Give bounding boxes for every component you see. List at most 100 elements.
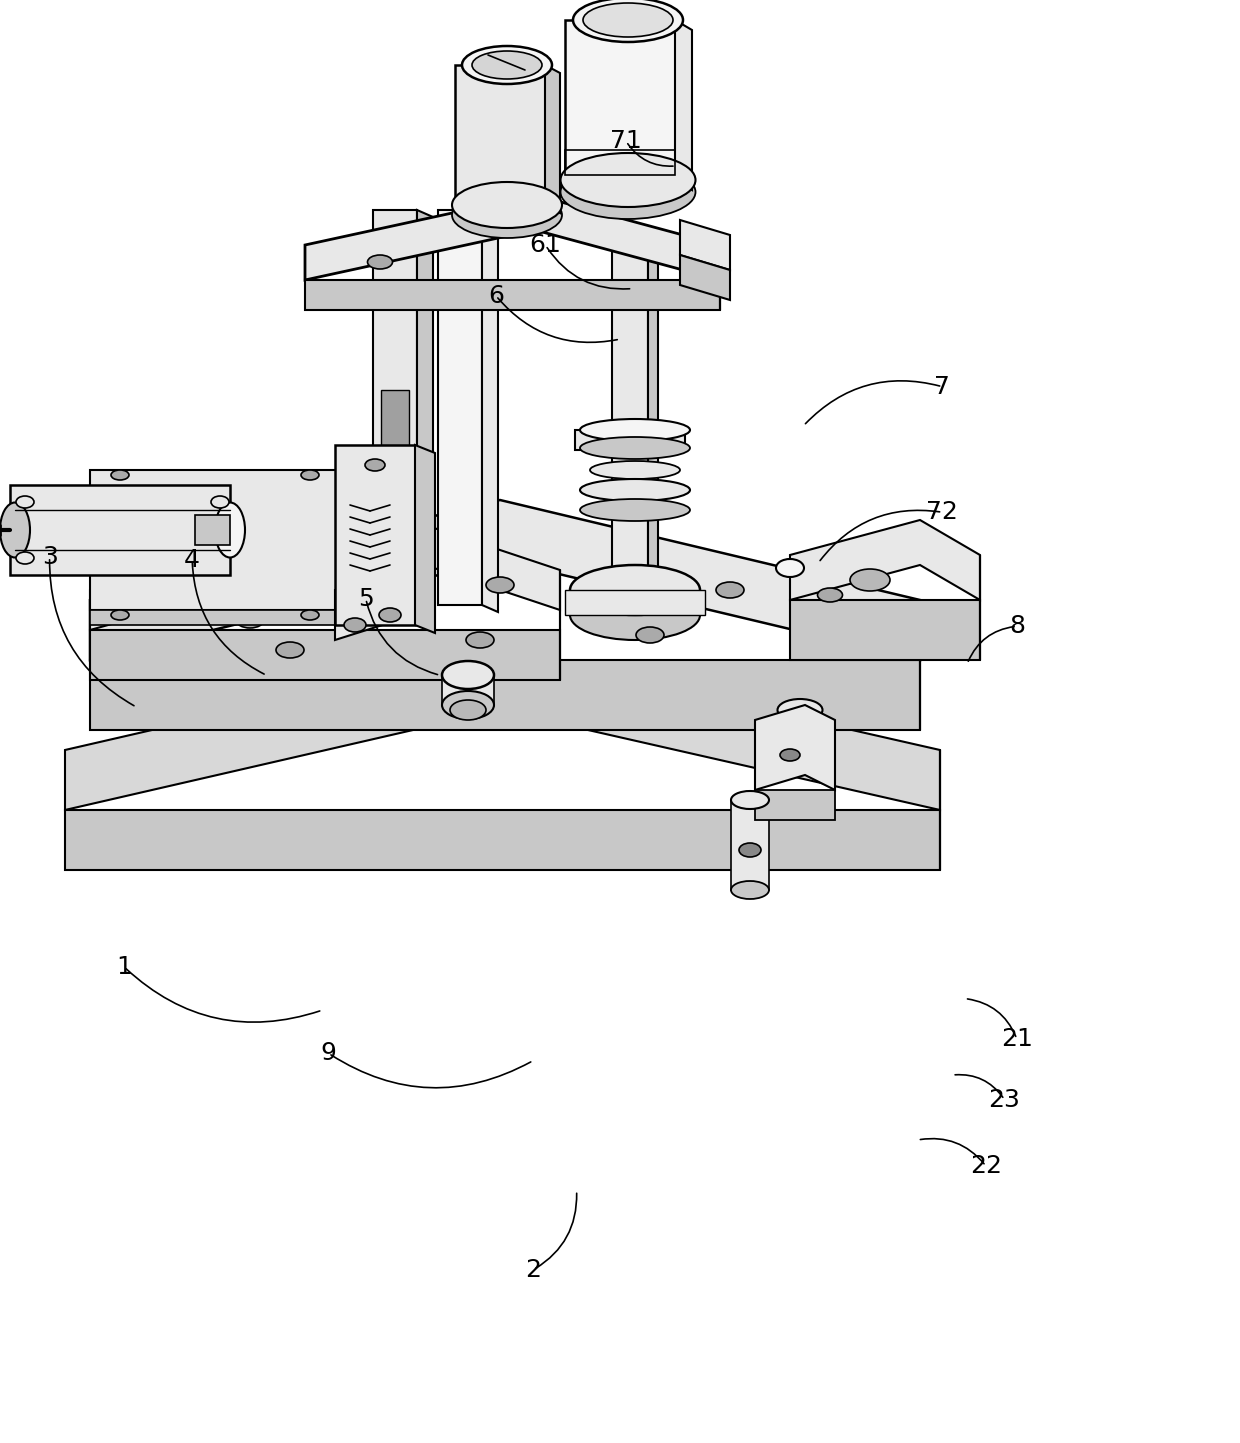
Ellipse shape bbox=[580, 418, 689, 442]
Ellipse shape bbox=[441, 661, 494, 688]
Ellipse shape bbox=[453, 182, 562, 228]
Polygon shape bbox=[417, 211, 433, 612]
Polygon shape bbox=[335, 444, 415, 625]
Ellipse shape bbox=[732, 882, 769, 899]
Ellipse shape bbox=[236, 612, 264, 628]
Ellipse shape bbox=[732, 791, 769, 810]
Ellipse shape bbox=[16, 496, 33, 508]
Polygon shape bbox=[482, 211, 498, 612]
Ellipse shape bbox=[450, 700, 486, 720]
Text: 7: 7 bbox=[935, 375, 950, 398]
Ellipse shape bbox=[580, 479, 689, 501]
Polygon shape bbox=[91, 610, 340, 625]
Ellipse shape bbox=[453, 192, 562, 238]
Polygon shape bbox=[777, 710, 822, 760]
Ellipse shape bbox=[587, 571, 614, 587]
Ellipse shape bbox=[777, 749, 822, 771]
Polygon shape bbox=[755, 706, 835, 789]
Ellipse shape bbox=[356, 592, 384, 608]
Ellipse shape bbox=[486, 577, 515, 593]
Ellipse shape bbox=[849, 569, 890, 592]
Ellipse shape bbox=[583, 3, 673, 38]
Ellipse shape bbox=[739, 843, 761, 857]
Ellipse shape bbox=[560, 165, 696, 219]
Polygon shape bbox=[415, 444, 435, 633]
Polygon shape bbox=[373, 211, 417, 605]
Text: 4: 4 bbox=[185, 548, 200, 571]
Text: 5: 5 bbox=[358, 587, 373, 610]
Text: 21: 21 bbox=[1001, 1027, 1033, 1051]
Ellipse shape bbox=[343, 618, 366, 632]
Text: 6: 6 bbox=[489, 284, 503, 307]
Polygon shape bbox=[305, 280, 720, 310]
Polygon shape bbox=[575, 430, 684, 450]
Ellipse shape bbox=[573, 0, 683, 42]
Ellipse shape bbox=[636, 628, 663, 644]
Text: 71: 71 bbox=[610, 130, 642, 153]
Text: 1: 1 bbox=[117, 955, 131, 978]
Text: 22: 22 bbox=[970, 1154, 1002, 1177]
Polygon shape bbox=[91, 659, 920, 730]
Polygon shape bbox=[91, 470, 370, 610]
Polygon shape bbox=[613, 240, 649, 620]
Ellipse shape bbox=[780, 749, 800, 760]
Polygon shape bbox=[64, 810, 940, 870]
Ellipse shape bbox=[580, 437, 689, 459]
Ellipse shape bbox=[112, 610, 129, 620]
Polygon shape bbox=[790, 519, 980, 600]
Ellipse shape bbox=[776, 558, 804, 577]
Polygon shape bbox=[441, 675, 494, 706]
Polygon shape bbox=[680, 219, 730, 270]
Ellipse shape bbox=[112, 470, 129, 481]
Polygon shape bbox=[64, 649, 940, 810]
Polygon shape bbox=[565, 20, 675, 180]
Text: 3: 3 bbox=[42, 545, 57, 569]
Ellipse shape bbox=[301, 470, 319, 481]
Text: 8: 8 bbox=[1009, 615, 1024, 638]
Polygon shape bbox=[675, 20, 692, 190]
Polygon shape bbox=[91, 509, 560, 631]
Ellipse shape bbox=[16, 553, 33, 564]
Polygon shape bbox=[381, 390, 409, 460]
Polygon shape bbox=[10, 485, 229, 574]
Polygon shape bbox=[546, 65, 560, 214]
Polygon shape bbox=[438, 211, 482, 605]
Ellipse shape bbox=[215, 502, 246, 557]
Ellipse shape bbox=[580, 499, 689, 521]
Ellipse shape bbox=[715, 582, 744, 597]
Ellipse shape bbox=[560, 153, 696, 206]
Ellipse shape bbox=[379, 608, 401, 622]
Polygon shape bbox=[680, 255, 730, 300]
Ellipse shape bbox=[277, 642, 304, 658]
Ellipse shape bbox=[466, 632, 494, 648]
Ellipse shape bbox=[301, 610, 319, 620]
Polygon shape bbox=[455, 65, 546, 205]
Ellipse shape bbox=[463, 46, 552, 84]
Ellipse shape bbox=[472, 51, 542, 79]
Text: 9: 9 bbox=[321, 1042, 336, 1065]
Ellipse shape bbox=[777, 698, 822, 722]
Polygon shape bbox=[91, 631, 560, 680]
Ellipse shape bbox=[570, 566, 701, 615]
Ellipse shape bbox=[590, 460, 680, 479]
Ellipse shape bbox=[817, 587, 842, 602]
Polygon shape bbox=[732, 799, 769, 890]
Polygon shape bbox=[335, 560, 430, 641]
Text: 23: 23 bbox=[988, 1088, 1021, 1111]
Ellipse shape bbox=[0, 502, 30, 557]
Ellipse shape bbox=[367, 255, 393, 268]
Text: 61: 61 bbox=[529, 234, 562, 257]
Polygon shape bbox=[790, 600, 980, 659]
Ellipse shape bbox=[365, 459, 384, 470]
Polygon shape bbox=[195, 515, 229, 545]
Polygon shape bbox=[91, 501, 920, 659]
Polygon shape bbox=[649, 240, 658, 623]
Ellipse shape bbox=[441, 691, 494, 719]
Polygon shape bbox=[755, 789, 835, 820]
Polygon shape bbox=[305, 195, 720, 280]
Ellipse shape bbox=[570, 590, 701, 641]
Text: 2: 2 bbox=[526, 1258, 541, 1281]
Text: 72: 72 bbox=[926, 501, 959, 524]
Ellipse shape bbox=[211, 496, 229, 508]
Ellipse shape bbox=[618, 231, 653, 250]
